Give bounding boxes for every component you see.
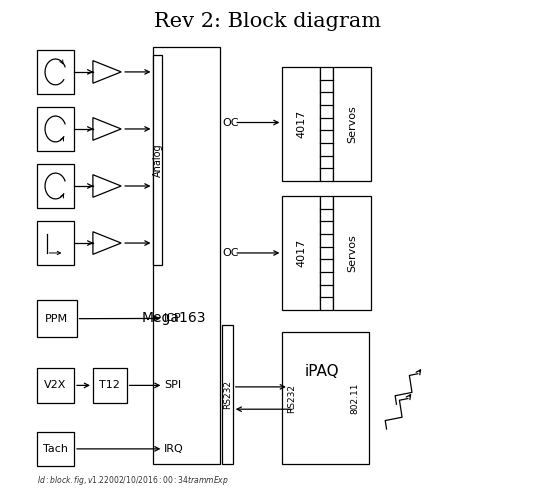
- Text: V2X: V2X: [44, 380, 67, 390]
- Text: iPAQ: iPAQ: [304, 364, 339, 379]
- Bar: [333, 196, 371, 310]
- Text: $Id: block.fig,v 1.2 2002/10/20 16:00:34 tramm Exp $: $Id: block.fig,v 1.2 2002/10/20 16:00:34…: [37, 474, 229, 487]
- Bar: [37, 368, 74, 403]
- Bar: [93, 368, 127, 403]
- Bar: [154, 47, 220, 464]
- Bar: [37, 300, 77, 337]
- Bar: [37, 107, 74, 151]
- Text: RS232: RS232: [287, 383, 296, 413]
- Bar: [282, 67, 319, 181]
- Bar: [37, 164, 74, 208]
- Text: Mega163: Mega163: [141, 311, 206, 325]
- Text: IRQ: IRQ: [164, 444, 184, 454]
- Bar: [333, 67, 371, 181]
- Text: OC: OC: [223, 118, 239, 127]
- Text: 4017: 4017: [296, 239, 306, 267]
- Text: Tach: Tach: [43, 444, 68, 454]
- Text: Analog: Analog: [153, 143, 163, 177]
- Bar: [319, 196, 333, 310]
- Text: Rev 2: Block diagram: Rev 2: Block diagram: [154, 12, 381, 31]
- Text: 4017: 4017: [296, 110, 306, 138]
- Text: Servos: Servos: [347, 105, 357, 143]
- Text: T12: T12: [100, 380, 120, 390]
- Bar: [222, 325, 233, 464]
- Text: Servos: Servos: [347, 234, 357, 272]
- Bar: [282, 196, 319, 310]
- Bar: [37, 432, 74, 466]
- Text: ICP: ICP: [164, 313, 182, 323]
- Text: SPI: SPI: [164, 380, 181, 390]
- Text: PPM: PPM: [45, 313, 68, 324]
- Bar: [154, 55, 162, 265]
- Text: RS232: RS232: [223, 380, 232, 409]
- Text: 802.11: 802.11: [351, 382, 360, 414]
- Bar: [37, 221, 74, 265]
- Bar: [319, 67, 333, 181]
- Bar: [282, 332, 369, 464]
- Bar: [37, 50, 74, 94]
- Text: OC: OC: [223, 248, 239, 258]
